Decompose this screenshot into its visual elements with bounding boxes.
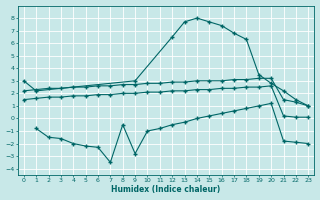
X-axis label: Humidex (Indice chaleur): Humidex (Indice chaleur) [111,185,220,194]
